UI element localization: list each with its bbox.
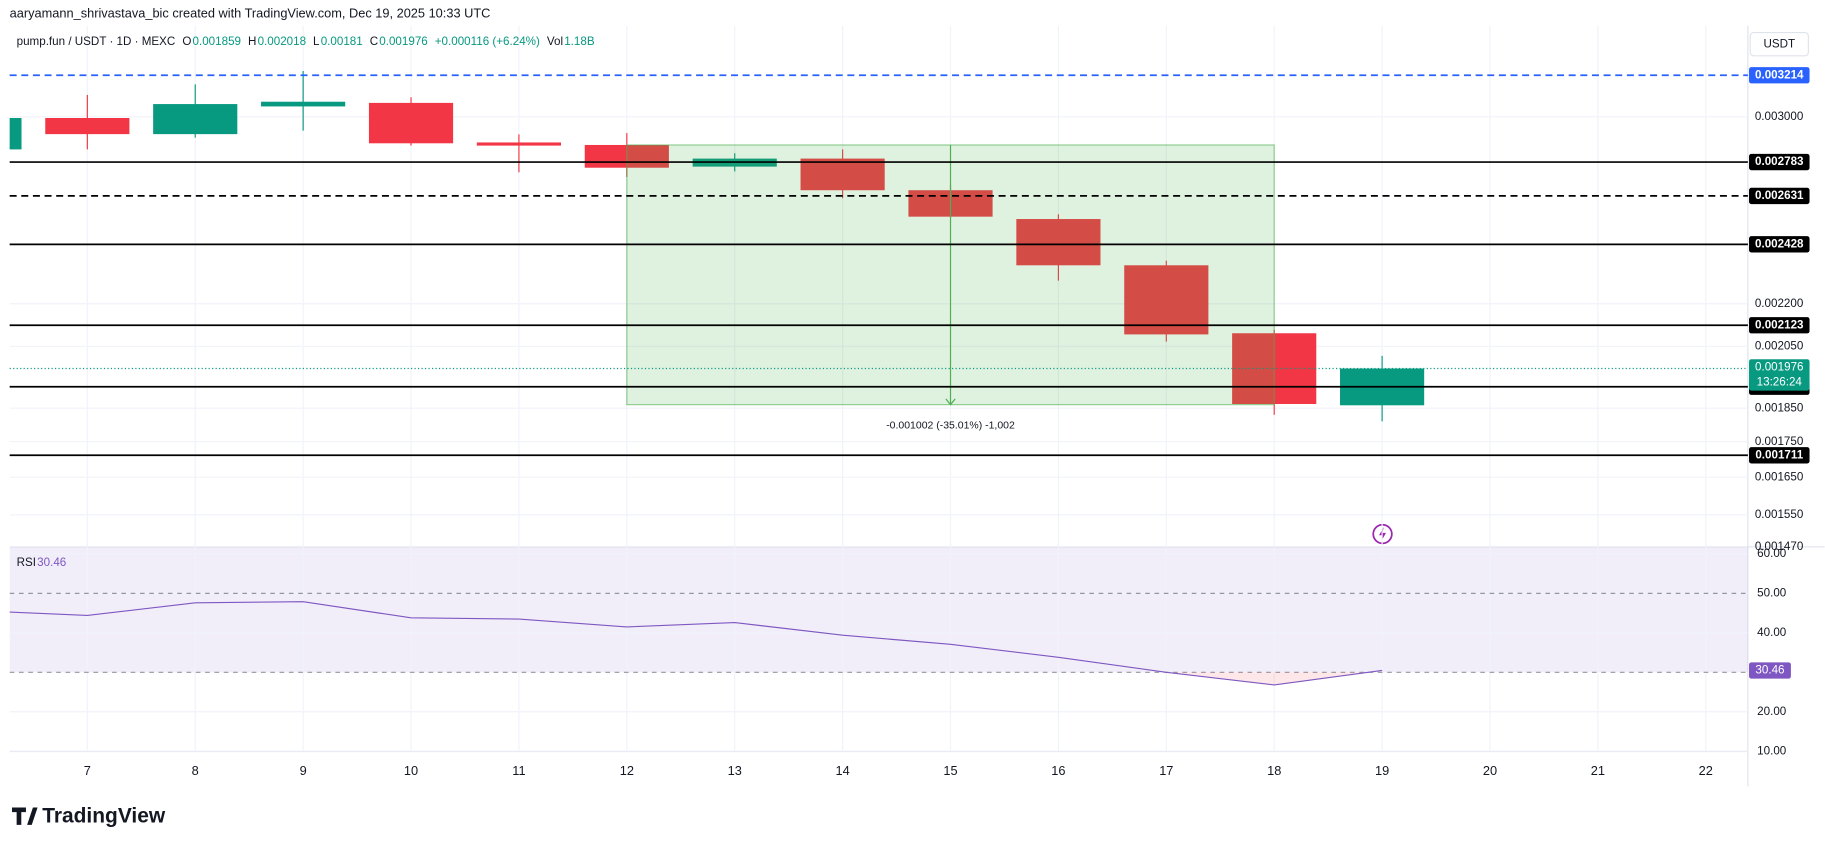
countdown: 13:26:24 [1757,376,1803,389]
level-label: 0.002783 [1755,155,1804,168]
rsi-oversold-fill [1166,672,1369,685]
level-label: 0.002631 [1755,189,1804,202]
x-tick-label: 13 [728,763,742,778]
rsi-line [9,601,1383,686]
candle-body [1124,265,1209,335]
x-tick-label: 19 [1375,763,1389,778]
level-label-box [1749,67,1810,84]
brand: TradingView [42,804,166,827]
x-tick-label: 11 [512,763,525,778]
last-price-label: 0.001976 [1755,360,1804,373]
main-pane [9,25,1748,547]
measure-label: -0.001002 (-35.01%) -1,002 [886,420,1015,431]
x-tick-label: 9 [300,763,307,778]
candle-body [45,118,130,135]
level-label: 0.003214 [1755,68,1804,81]
rsi-value-label: 30.46 [1755,664,1784,677]
candle-body [368,102,454,144]
ohlc-value: 0.00181 [321,35,363,48]
last-price-box [1749,359,1810,391]
level-label-box [1749,187,1810,205]
y-tick-label: 0.003000 [1755,110,1804,123]
x-tick-label: 8 [192,763,199,778]
rsi-legend-key: RSI [17,556,36,569]
candle-body [1016,219,1101,266]
currency[interactable]: USDT [1763,37,1795,50]
level-label: 0.002428 [1755,237,1804,250]
y-tick-label: 0.001650 [1755,470,1804,483]
rsi-legend-value: 30.46 [37,556,66,569]
level-label-box [1749,236,1810,253]
ohlc-key: L [313,35,320,48]
x-tick-label: 14 [836,763,850,778]
y-tick-label: 0.002200 [1755,297,1804,310]
x-tick-label: 18 [1267,763,1281,778]
measure-arrowhead [945,398,956,406]
x-tick-label: 21 [1591,763,1605,778]
y-tick-label: 0.001550 [1755,508,1804,521]
candle-body [476,142,562,146]
x-tick-label: 12 [620,763,634,778]
ohlc-value: 0.002018 [258,35,307,48]
rsi-tick-label: 10.00 [1757,744,1787,757]
x-tick-label: 16 [1051,763,1065,778]
candle-body [800,158,885,191]
rsi-tick-label: 20.00 [1757,705,1787,718]
ohlc-key: C [370,35,378,48]
y-tick-label: 0.001850 [1755,401,1804,414]
level-label: 0.001711 [1755,448,1803,461]
volume-value: 1.18B [564,35,595,48]
candle-body [261,101,346,107]
ohlc-value: 0.001976 [379,35,428,48]
currency-button[interactable] [1749,31,1809,57]
change: +0.000116 (+6.24%) [435,35,540,48]
rsi-tick-label: 50.00 [1757,586,1787,599]
ohlc-key: H [248,35,256,48]
level-label: 0.002123 [1755,318,1804,331]
ohlc-value: 0.001859 [193,35,241,48]
y-tick-label: 0.001470 [1755,540,1804,553]
candle-body [9,118,22,150]
x-tick-label: 15 [943,763,957,778]
y-tick-label: 0.002050 [1755,339,1804,352]
x-tick-label: 7 [84,763,91,778]
candle-body [153,104,238,135]
x-tick-label: 10 [404,763,418,778]
x-tick-label: 20 [1483,763,1497,778]
level-label-box [1749,153,1810,171]
level-label-box [1749,447,1810,464]
volume-key: Vol [547,35,563,48]
attribution: aaryamann_shrivastava_bic created with T… [10,5,491,20]
rsi-band-fill [9,546,1748,673]
y-tick-label: 0.001750 [1755,435,1804,448]
x-tick-label: 17 [1159,763,1173,778]
brand-logo: TradingView [11,804,166,827]
level-label-box [1749,317,1810,334]
symbol: pump.fun / USDT · 1D · MEXC [17,35,176,48]
rsi-tick-label: 40.00 [1757,626,1787,639]
rsi-value-box [1749,662,1791,679]
rsi-pane [9,546,1748,752]
rsi-tick-label: 60.00 [1757,547,1787,560]
x-tick-label: 22 [1699,763,1713,778]
ohlc-key: O [182,35,191,48]
